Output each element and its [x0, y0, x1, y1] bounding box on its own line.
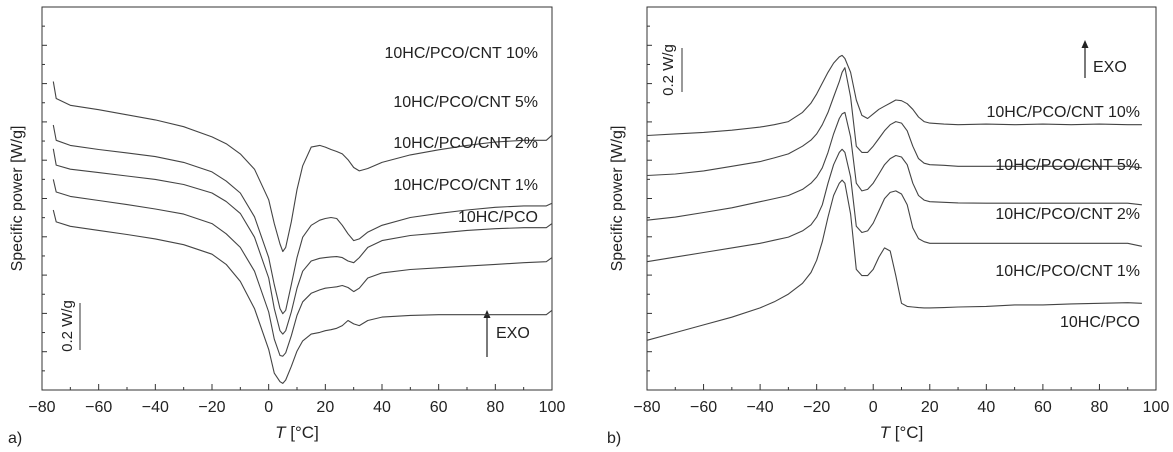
exo-arrow-icon: [1081, 40, 1089, 48]
chart-panel-2: −80 −60 −40 −20 0 20 40 60 80 100 T [°C] Specific p…: [607, 6, 1170, 447]
series-label: 10HC/PCO: [458, 209, 538, 226]
series-line: [646, 67, 1142, 177]
series-label: 10HC/PCO/CNT 1%: [393, 177, 538, 194]
x-tick-label: 100: [1143, 399, 1170, 416]
x-tick-label: 20: [921, 399, 939, 416]
plot-frame: [646, 6, 1157, 391]
series-line: [52, 148, 553, 335]
series-label: 10HC/PCO/CNT 10%: [384, 45, 538, 62]
x-axis-label-unit: [°C]: [890, 423, 923, 442]
x-axis-label: T [°C]: [880, 423, 924, 442]
x-axis-label-unit: [°C]: [286, 423, 319, 442]
x-tick-label: 0: [264, 399, 273, 416]
series-label: 10HC/PCO/CNT 10%: [986, 104, 1140, 121]
series-line: [52, 209, 553, 384]
series-line: [646, 148, 1143, 263]
series-line: [646, 54, 1142, 137]
x-tick-label: −20: [198, 399, 225, 416]
panel-label: b): [607, 430, 621, 447]
x-tick-label: −20: [803, 399, 830, 416]
x-tick-label: 20: [316, 399, 334, 416]
x-tick-label: 80: [486, 399, 504, 416]
scale-bar-label: 0.2 W/g: [59, 300, 76, 352]
x-tick-label: 40: [373, 399, 391, 416]
chart-panel-1: −80 −60 −40 −20 0 20 40 60 80 100 T [°C] Specific p…: [8, 6, 566, 447]
series-line: [52, 179, 553, 357]
x-tick-label: 60: [430, 399, 448, 416]
x-tick-label: 80: [1091, 399, 1109, 416]
x-tick-label: 100: [539, 399, 566, 416]
series-label: 10HC/PCO/CNT 5%: [995, 157, 1140, 174]
series-label: 10HC/PCO/CNT 5%: [393, 94, 538, 111]
x-tick-label: 0: [869, 399, 878, 416]
exo-arrow-icon: [483, 310, 491, 318]
x-axis-label-symbol: T: [275, 423, 287, 442]
scale-bar-label: 0.2 W/g: [660, 44, 677, 96]
x-tick-label: 60: [1034, 399, 1052, 416]
series-label: 10HC/PCO/CNT 2%: [995, 206, 1140, 223]
y-axis-label: Specific power [W/g]: [9, 126, 26, 272]
plot-frame: [41, 6, 553, 391]
series-line: [52, 81, 553, 253]
x-axis-label: T [°C]: [275, 423, 319, 442]
exo-label: EXO: [1093, 59, 1127, 76]
x-tick-label: −40: [747, 399, 774, 416]
x-tick-label: −80: [633, 399, 660, 416]
x-tick-label: 40: [977, 399, 995, 416]
x-axis-label-symbol: T: [880, 423, 892, 442]
series-label: 10HC/PCO/CNT 1%: [995, 263, 1140, 280]
series-line: [646, 111, 1142, 221]
series-line: [52, 124, 553, 315]
exo-label: EXO: [496, 325, 530, 342]
x-tick-label: −80: [28, 399, 55, 416]
series-label: 10HC/PCO/CNT 2%: [393, 135, 538, 152]
x-tick-label: −60: [690, 399, 717, 416]
x-tick-label: −60: [85, 399, 112, 416]
y-axis-label: Specific power [W/g]: [609, 126, 626, 272]
x-tick-label: −40: [142, 399, 169, 416]
series-line: [646, 179, 1142, 341]
series-label: 10HC/PCO: [1060, 314, 1140, 331]
panel-label: a): [8, 430, 22, 447]
